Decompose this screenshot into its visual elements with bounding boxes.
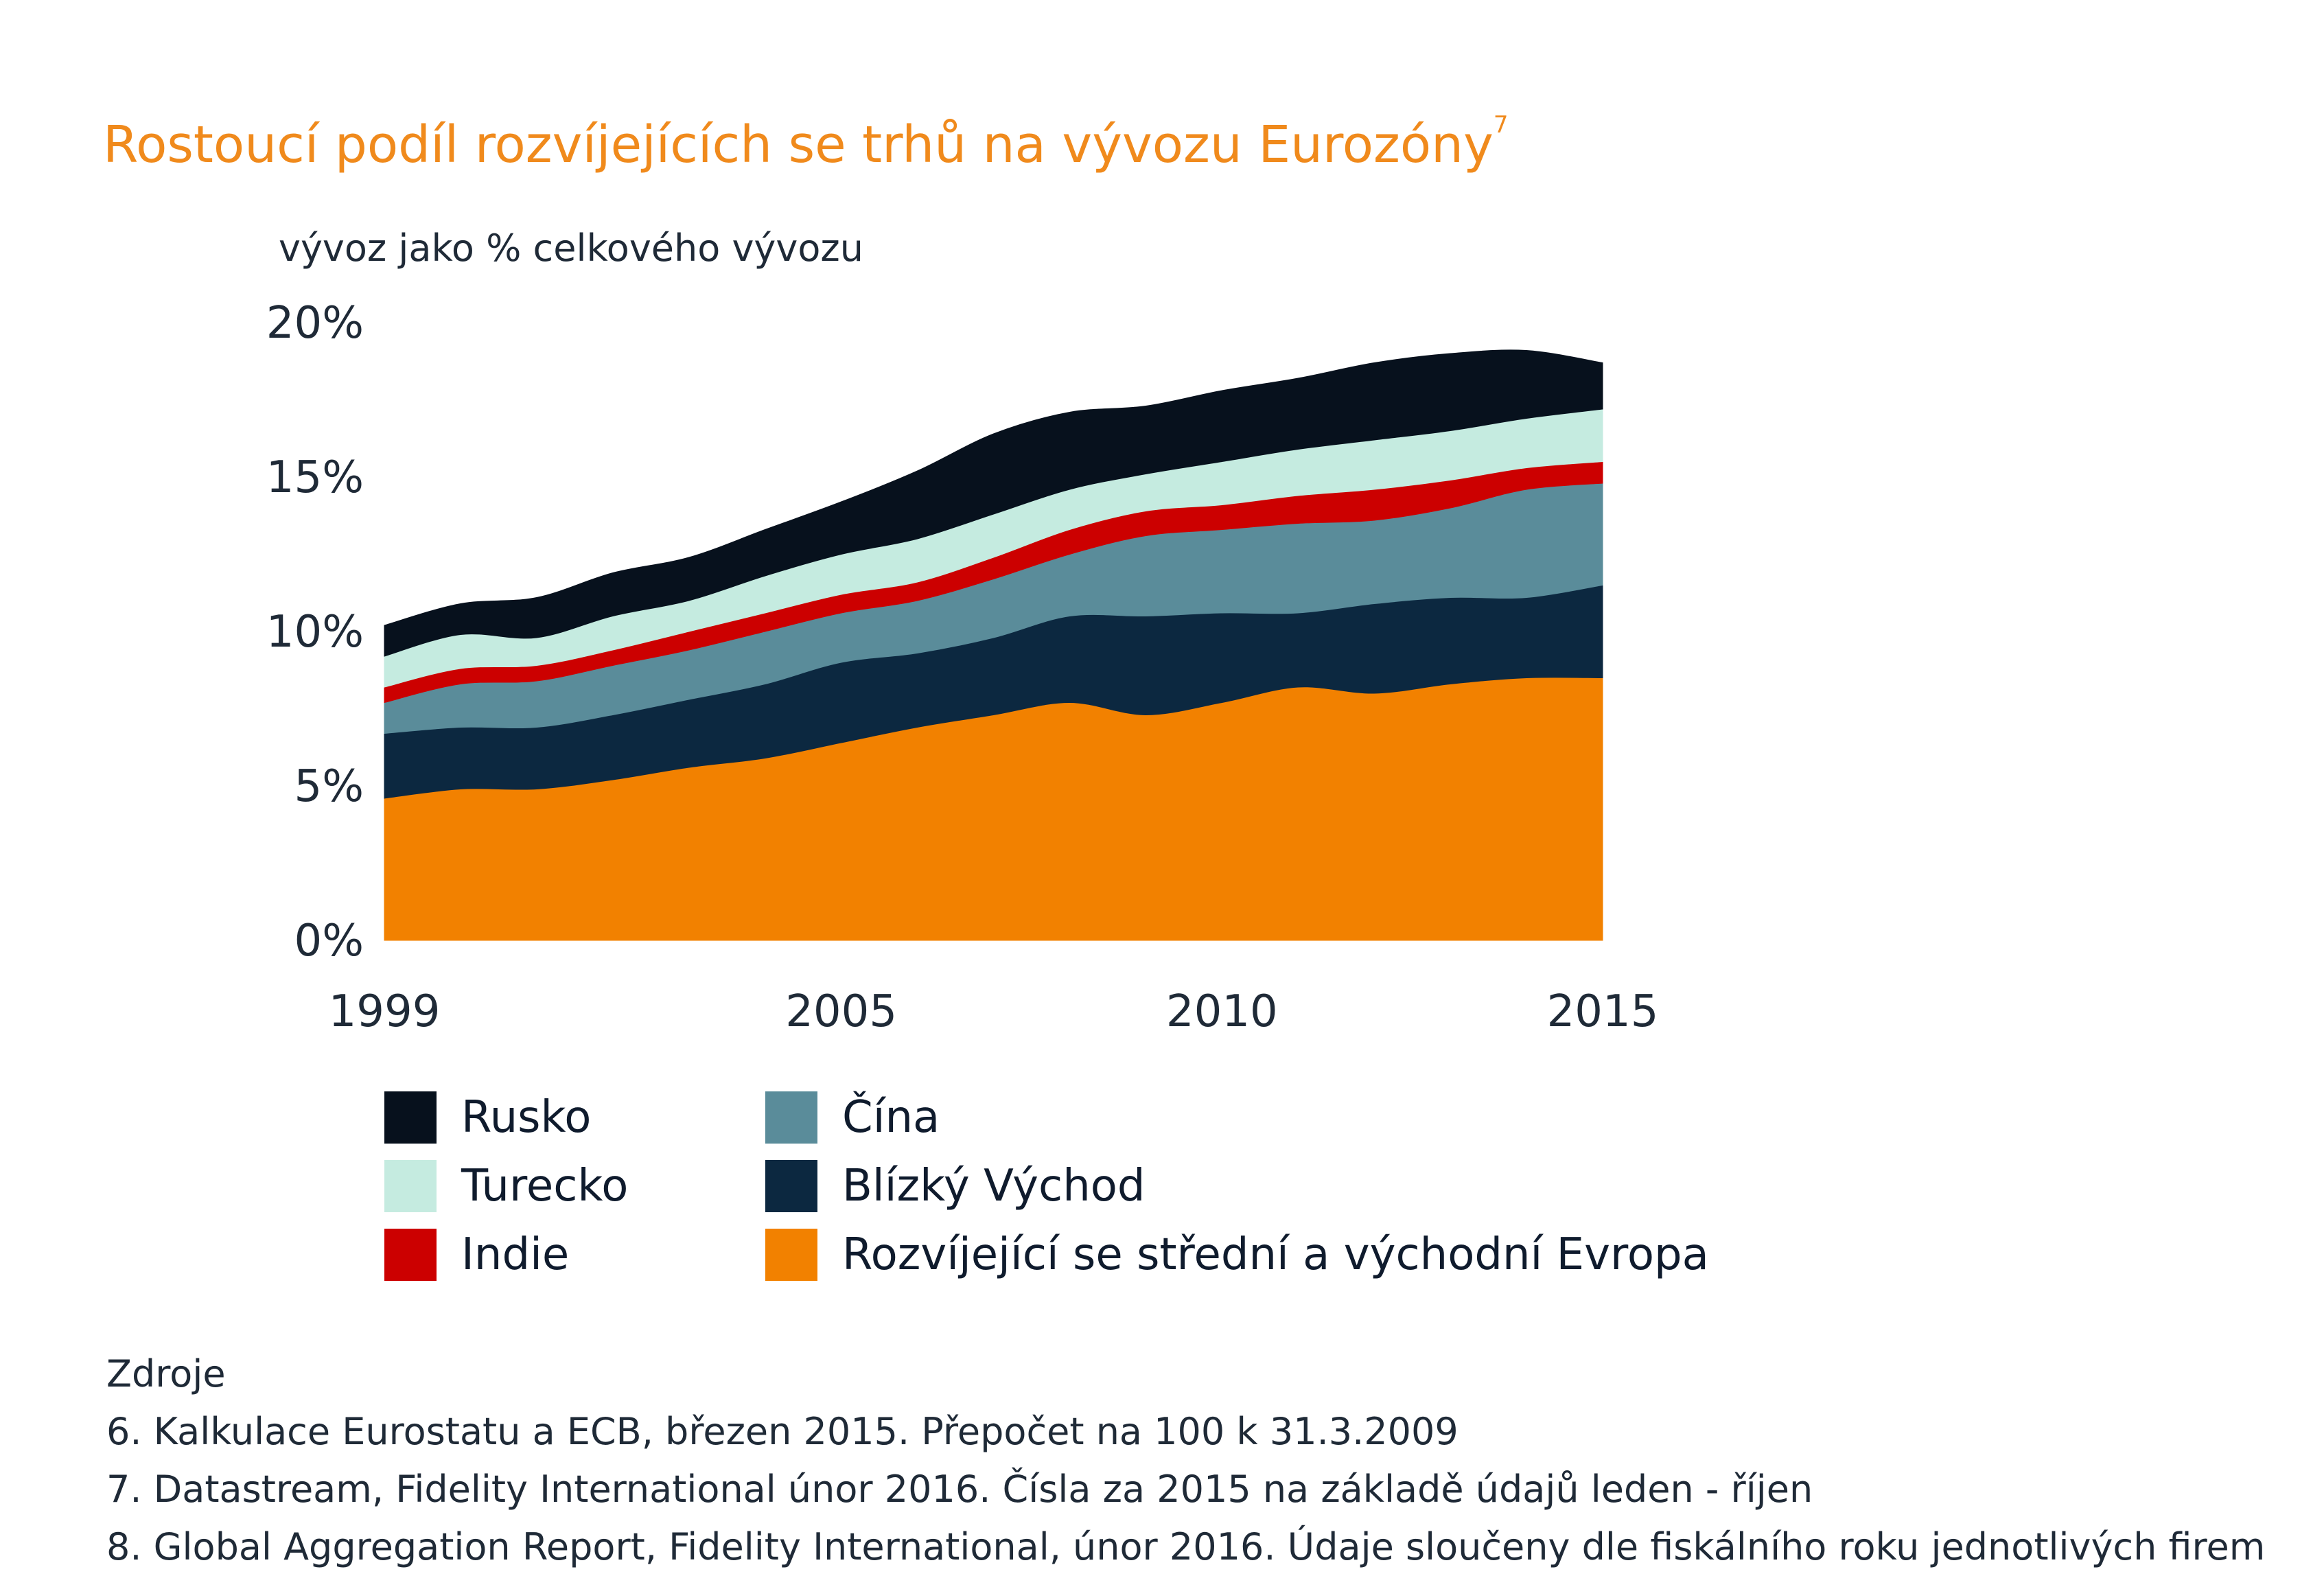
title-footnote-ref: 7 <box>1493 111 1509 139</box>
y-tick-label: 15% <box>266 452 364 503</box>
y-tick-label: 5% <box>294 761 364 812</box>
x-tick-label: 1999 <box>329 986 441 1037</box>
source-line: 7. Datastream, Fidelity International ún… <box>106 1468 1813 1511</box>
area-rusko <box>384 349 1603 657</box>
area-series-group <box>384 349 1603 941</box>
legend-label: Indie <box>461 1229 570 1280</box>
legend-item-turecko: Turecko <box>384 1160 628 1212</box>
legend-item-evropa: Rozvíjející se střední a východní Evropa <box>765 1229 1709 1281</box>
x-tick-label: 2015 <box>1547 986 1659 1037</box>
y-tick-label: 0% <box>294 916 364 966</box>
legend-label: Turecko <box>461 1161 629 1212</box>
chart-title-text: Rostoucí podíl rozvíjejících se trhů na … <box>103 115 1494 174</box>
legend-swatch <box>765 1229 817 1281</box>
legend-item-blizky_vychod: Blízký Východ <box>765 1160 1146 1212</box>
legend-label: Rozvíjející se střední a východní Evropa <box>842 1229 1709 1280</box>
source-line: 6. Kalkulace Eurostatu a ECB, březen 201… <box>106 1410 1459 1453</box>
y-tick-label: 20% <box>266 298 364 349</box>
legend-swatch <box>384 1160 437 1212</box>
legend-item-indie: Indie <box>384 1229 569 1281</box>
legend-item-cina: Čína <box>765 1091 940 1144</box>
sources-heading: Zdroje <box>106 1352 226 1395</box>
legend-label: Rusko <box>461 1092 592 1143</box>
x-tick-label: 2010 <box>1166 986 1278 1037</box>
chart-title: Rostoucí podíl rozvíjejících se trhů na … <box>103 111 1509 174</box>
legend-item-rusko: Rusko <box>384 1091 591 1144</box>
y-axis-label: vývoz jako % celkového vývozu <box>279 227 863 270</box>
source-line: 8. Global Aggregation Report, Fidelity I… <box>106 1525 2266 1568</box>
legend-swatch <box>384 1091 437 1144</box>
legend-swatch <box>765 1091 817 1144</box>
legend-swatch <box>384 1229 437 1281</box>
legend-label: Čína <box>842 1092 940 1143</box>
sources-block: Zdroje 6. Kalkulace Eurostatu a ECB, bře… <box>106 1345 2265 1576</box>
legend-swatch <box>765 1160 817 1212</box>
stacked-area-chart: 0% 5% 10% 15% 20% 1999 2005 2010 2015 <box>266 298 1659 1037</box>
y-tick-label: 10% <box>266 607 364 658</box>
x-tick-label: 2005 <box>785 986 897 1037</box>
legend-label: Blízký Východ <box>842 1161 1146 1212</box>
